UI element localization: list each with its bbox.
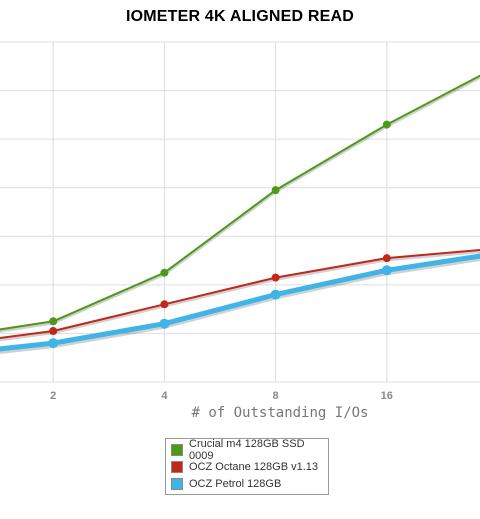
grid-lines	[0, 41, 480, 383]
legend-item-octane: OCZ Octane 128GB v1.13	[171, 458, 323, 475]
data-point	[159, 318, 170, 329]
data-point	[49, 317, 58, 326]
x-tick-label: 4	[161, 390, 168, 402]
data-point	[382, 254, 391, 263]
x-tick-label: 2	[50, 390, 56, 402]
legend: Crucial m4 128GB SSD 0009 OCZ Octane 128…	[165, 438, 329, 495]
data-point	[49, 327, 58, 335]
data-point	[381, 265, 392, 276]
series-line	[0, 74, 480, 331]
data-point	[271, 273, 280, 282]
legend-item-crucial: Crucial m4 128GB SSD 0009	[171, 438, 323, 462]
x-tick-label: 8	[273, 390, 279, 402]
x-tick-label: 16	[381, 390, 393, 402]
legend-swatch-crucial	[171, 443, 183, 456]
series-shadow	[0, 250, 480, 342]
legend-swatch-octane	[171, 460, 183, 473]
chart-title: IOMETER 4K ALIGNED READ	[125, 8, 355, 25]
legend-label-octane: OCZ Octane 128GB v1.13	[189, 460, 319, 473]
series-line	[0, 253, 480, 352]
series-lines	[0, 74, 480, 354]
x-axis-label: # of Outstanding I/Os	[191, 405, 369, 421]
data-point	[160, 300, 169, 309]
legend-label-crucial: Crucial m4 128GB SSD 0009	[189, 437, 305, 462]
data-point	[271, 186, 280, 195]
data-point	[270, 289, 281, 300]
series-line	[0, 248, 480, 339]
legend-swatch-petrol	[171, 477, 183, 490]
data-point	[160, 268, 169, 277]
data-point	[48, 338, 59, 349]
data-point	[382, 120, 391, 129]
x-tick-labels: 2 4 8 16	[50, 390, 393, 402]
legend-item-petrol: OCZ Petrol 128GB	[171, 475, 323, 492]
series-shadow	[0, 76, 480, 333]
legend-label-petrol: OCZ Petrol 128GB	[189, 477, 282, 490]
